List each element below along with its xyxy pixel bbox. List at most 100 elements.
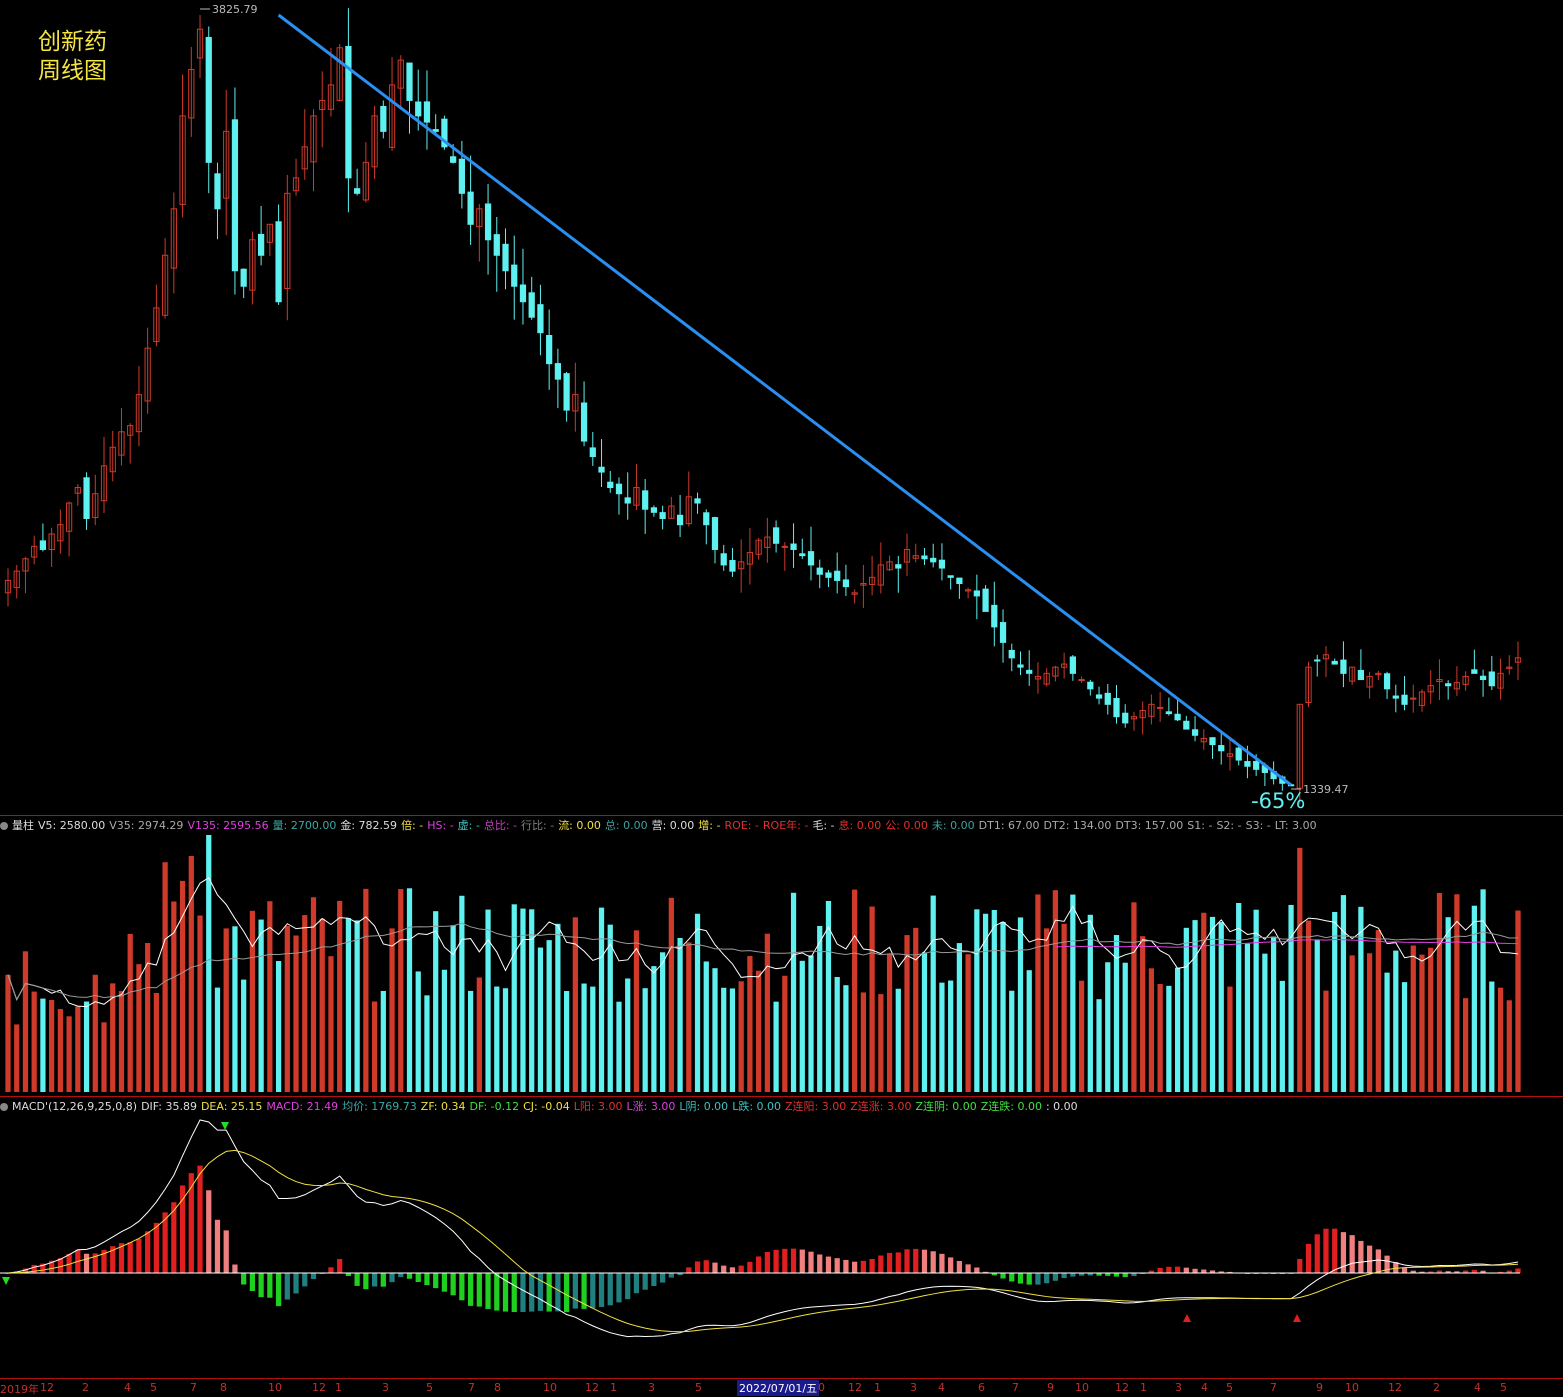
volume-bar [136,964,142,1092]
macd-histogram-bar [572,1273,578,1309]
indicator-value: 公: 0.00 [885,819,928,832]
candle-body [1418,691,1426,706]
volume-bar [1174,967,1181,1092]
volume-bar [494,986,500,1092]
macd-histogram-bar [1096,1273,1102,1276]
macd-histogram-bar [1349,1235,1355,1273]
candle-body [1235,747,1242,761]
indicator-toggle-icon[interactable] [0,1103,8,1111]
candle-body [48,533,55,550]
macd-histogram-bar [939,1253,945,1273]
volume-bar [232,926,238,1092]
indicator-value: Z连阴: 0.00 [915,1100,977,1113]
volume-bar [14,1024,20,1092]
candle-body [1471,669,1478,674]
indicator-value: 均价: 1769.73 [342,1100,417,1113]
candle-body [1078,679,1085,682]
volume-bar [127,933,133,1092]
macd-histogram-bar [127,1242,133,1273]
indicator-value: V35: 2974.29 [109,819,184,832]
candle-body [1436,679,1443,683]
candle-body [1069,656,1076,674]
macd-histogram-bar [581,1273,587,1309]
volume-bar [302,915,308,1092]
volume-bar [345,918,352,1092]
candle-body [441,118,448,148]
indicator-toggle-icon[interactable] [0,822,8,830]
macd-histogram-bar [188,1173,194,1273]
macd-histogram-bar [590,1273,596,1309]
x-axis-tick: 7 [468,1381,475,1394]
macd-histogram-bar [31,1264,37,1273]
volume-bar [406,888,413,1092]
candle-body [764,536,771,548]
x-axis-tick: 4 [938,1381,945,1394]
x-axis-tick: 5 [695,1381,702,1394]
volume-bar [1471,905,1477,1092]
chart-title: 创新药 周线图 [38,28,107,86]
x-axis-tick: 8 [220,1381,227,1394]
candle-body [1226,753,1234,757]
macd-histogram-bar [764,1251,770,1273]
macd-histogram-bar [241,1273,247,1285]
volume-bar [869,906,875,1092]
macd-histogram-bar [267,1273,273,1298]
macd-histogram-bar [179,1185,186,1273]
macd-histogram-bar [398,1273,404,1278]
macd-histogram-bar [529,1273,535,1312]
volume-bar [249,910,256,1092]
macd-histogram-bar [249,1273,256,1292]
volume-bar [1358,906,1364,1092]
macd-histogram-bar [57,1258,63,1273]
volume-bar [660,952,666,1092]
candle-body [676,514,684,526]
indicator-value: V135: 2595.56 [187,819,269,832]
macd-histogram-bar [40,1263,46,1273]
macd-histogram-bar [756,1256,762,1273]
candle-body [249,239,256,291]
candle-body [1296,703,1303,789]
x-axis-tick: 12 [848,1381,862,1394]
volume-bar [1148,968,1155,1092]
drawdown-label: -65% [1251,789,1305,813]
volume-bar [310,897,317,1092]
x-axis-tick: 10 [543,1381,557,1394]
macd-histogram-bar [1393,1262,1399,1273]
candle-body [1427,685,1434,693]
candle-body [1305,666,1312,703]
volume-bar [1506,1000,1512,1092]
volume-bar [5,974,11,1092]
macd-histogram-bar [232,1264,238,1273]
volume-bar [721,987,727,1092]
candle-body [1183,720,1190,730]
candle-body [1095,694,1103,699]
candle-body [432,129,439,132]
volume-bar [1375,930,1381,1092]
macd-histogram-bar [1384,1255,1390,1273]
candle-body [519,284,527,303]
macd-histogram-bar [1122,1273,1128,1278]
volume-bar [1332,911,1338,1092]
volume-bar [529,909,535,1092]
candle-body [380,105,387,132]
candle-body [964,589,972,592]
volume-bar [92,974,98,1092]
macd-histogram-bar [607,1273,613,1306]
macd-histogram-bar [1113,1273,1120,1277]
macd-histogram-bar [921,1249,928,1273]
macd-histogram-bar [1506,1270,1512,1273]
macd-histogram-bar [284,1273,290,1300]
candle-body [1209,737,1216,746]
macd-histogram-bar [895,1252,901,1273]
macd-histogram-bar [974,1267,980,1273]
macd-histogram-bar [555,1273,561,1312]
indicator-value: DT3: 157.00 [1115,819,1184,832]
volume-bar [965,954,971,1092]
macd-histogram-bar [904,1249,910,1273]
candle-body [153,307,160,343]
volume-bar [598,907,605,1092]
candle-body [327,84,335,110]
candle-body [1497,672,1504,689]
volume-bar [546,940,552,1092]
volume-bar [1052,890,1059,1092]
